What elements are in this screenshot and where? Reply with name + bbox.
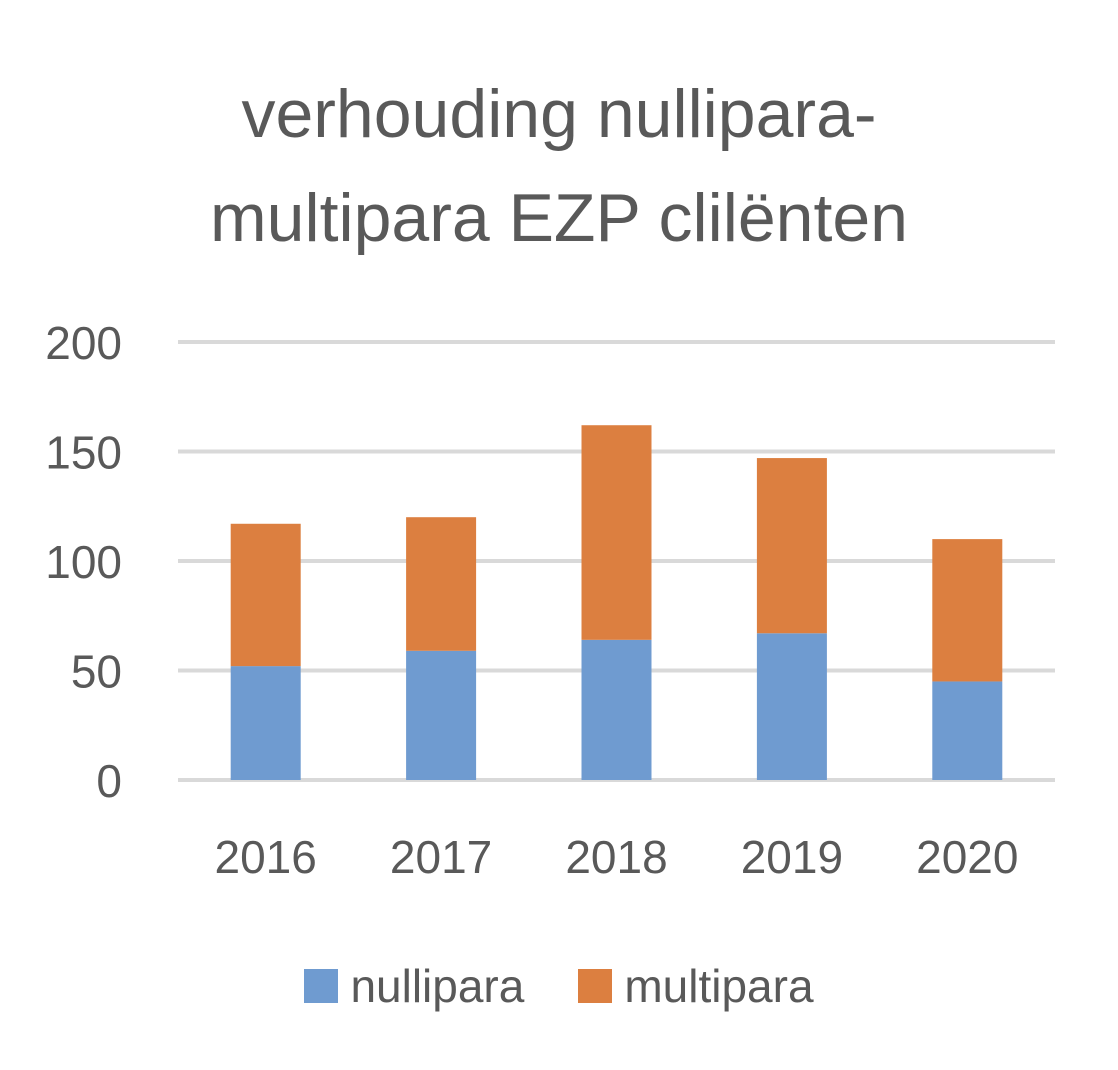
bar-multipara-2017 (406, 517, 477, 651)
x-tick-label-2020: 2020 (916, 831, 1018, 883)
chart-legend: nullipara multipara (0, 958, 1118, 1014)
y-tick-label-150: 150 (45, 427, 122, 479)
bar-nullipara-2016 (230, 666, 301, 780)
bar-multipara-2019 (756, 458, 827, 634)
bar-multipara-2016 (230, 523, 301, 667)
bar-nullipara-2018 (581, 639, 652, 780)
legend-item-multipara: multipara (578, 958, 814, 1014)
y-tick-label-100: 100 (45, 536, 122, 588)
y-tick-label-50: 50 (71, 646, 122, 698)
stacked-bar-chart: 0 50 100 150 200 2016 2017 2018 2019 2020 (45, 317, 1055, 883)
y-tick-label-200: 200 (45, 317, 122, 369)
bar-nullipara-2019 (756, 633, 827, 780)
legend-swatch-multipara (578, 969, 613, 1003)
x-tick-label-2017: 2017 (390, 831, 492, 883)
y-tick-label-0: 0 (96, 755, 122, 807)
x-tick-label-2016: 2016 (215, 831, 317, 883)
bar-multipara-2018 (581, 425, 652, 640)
chart-title-line-2: multipara EZP clilënten (210, 180, 908, 256)
legend-label-multipara: multipara (624, 960, 814, 1012)
legend-item-nullipara: nullipara (304, 958, 524, 1014)
bar-nullipara-2020 (932, 681, 1003, 780)
legend-label-nullipara: nullipara (350, 960, 525, 1012)
x-tick-label-2018: 2018 (565, 831, 667, 883)
x-tick-label-2019: 2019 (741, 831, 843, 883)
bar-nullipara-2017 (406, 650, 477, 780)
chart-title: verhouding nullipara- multipara EZP clil… (0, 62, 1118, 270)
legend-swatch-nullipara (304, 969, 339, 1003)
chart-title-line-1: verhouding nullipara- (241, 76, 877, 152)
bar-multipara-2020 (932, 539, 1003, 682)
